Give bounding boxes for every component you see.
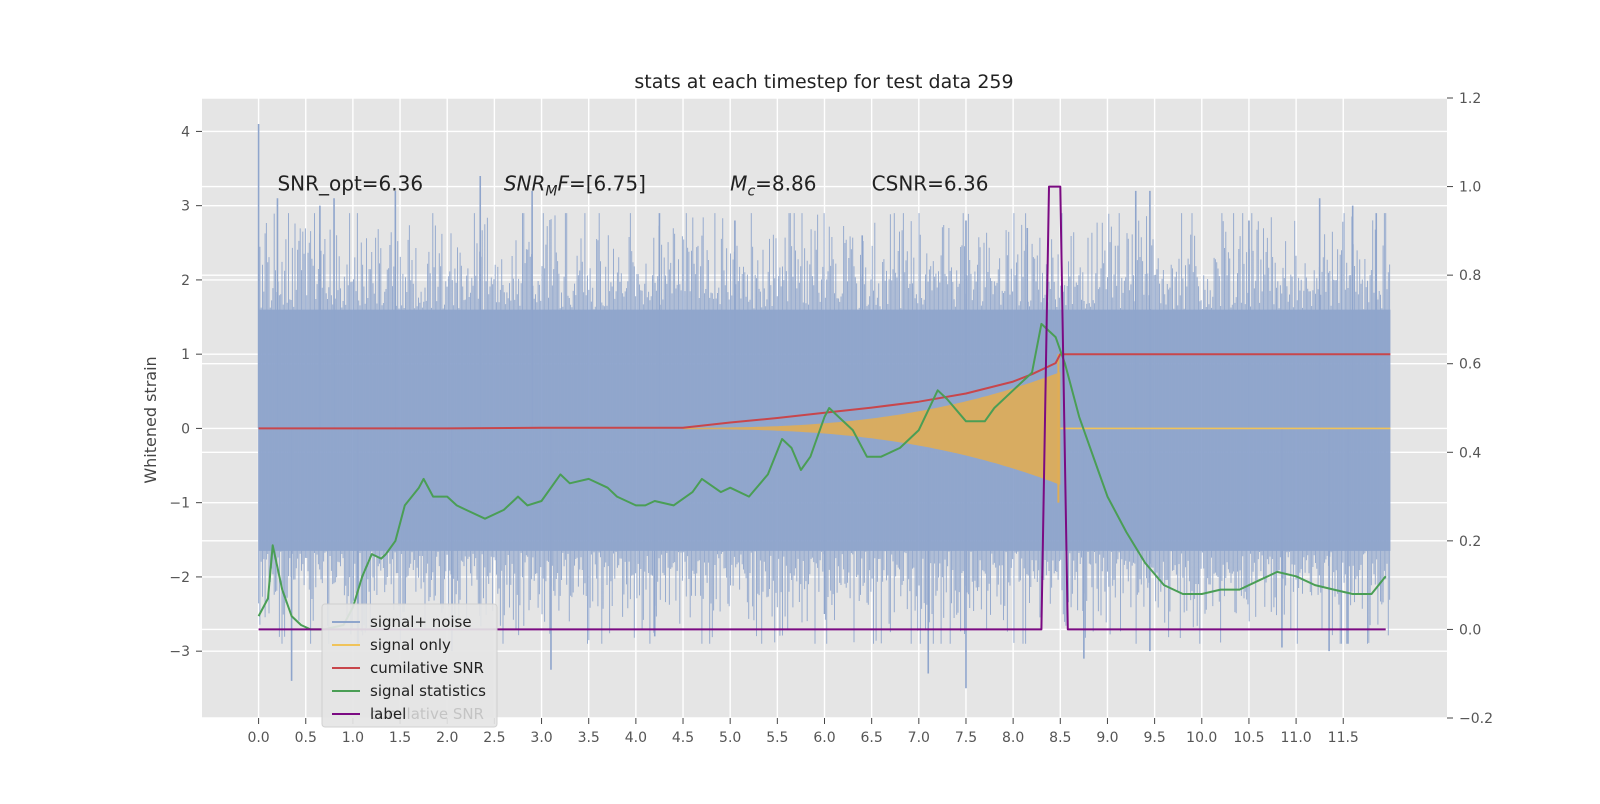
annotations: SNR_opt=6.36 SNRMF=[6.75] Mc=8.86 CSNR=6.36 [277,171,988,199]
legend-ghost-label: cumilative SNR [370,705,484,723]
x-tick-label: 2.5 [483,730,505,746]
legend-label: label [370,705,406,723]
y2-tick-label: −0.2 [1459,711,1493,727]
signal-only-series [683,354,1391,503]
x-tick-label: 6.5 [861,730,883,746]
y2-tick-label: 0.2 [1459,534,1481,550]
x-tick-label: 10.5 [1233,730,1264,746]
x-tick-label: 5.5 [766,730,788,746]
x-axis-ticks: 0.0 0.5 1.0 1.5 2.0 2.5 3.0 3.5 4.0 4.5 5.0 5.5 6.0 6… [247,718,1359,746]
x-tick-label: 7.0 [908,730,930,746]
annotation-snr-opt: SNR_opt=6.36 [277,171,423,195]
x-tick-label: 8.0 [1002,730,1024,746]
x-tick-label: 10.0 [1186,730,1217,746]
legend-label: cumilative SNR [370,659,484,677]
legend: cumilative SNR signal+ noise signal only cu… [321,603,498,728]
chart-title: stats at each timestep for test data 259 [634,71,1013,93]
x-tick-label: 4.5 [672,730,694,746]
y-tick-label: 0 [181,421,190,437]
y2-tick-label: 1.2 [1459,91,1481,107]
legend-label: signal+ noise [370,613,472,631]
line-series [257,185,1391,631]
y-tick-label: −2 [169,570,190,586]
x-tick-label: 2.0 [436,730,458,746]
y-tick-label: 1 [181,347,190,363]
x-tick-label: 11.5 [1328,730,1359,746]
legend-label: signal only [370,636,451,654]
x-tick-label: 5.0 [719,730,741,746]
series-label [258,185,1386,631]
legend-box [321,603,498,728]
series-cumilative-snr [258,353,1391,430]
x-tick-label: 9.0 [1096,730,1118,746]
y-axis-label: Whitened strain [141,356,160,483]
y-tick-label: 2 [181,273,190,289]
y2-tick-label: 0.6 [1459,357,1481,373]
x-tick-label: 1.0 [342,730,364,746]
y-tick-label: 4 [181,124,190,140]
x-tick-label: 1.5 [389,730,411,746]
x-tick-label: 9.5 [1143,730,1165,746]
x-tick-label: 8.5 [1049,730,1071,746]
y-axis-ticks: −3 −2 −1 0 1 2 3 4 [169,124,202,660]
x-tick-label: 0.5 [295,730,317,746]
x-tick-label: 0.0 [247,730,269,746]
series-signal-statistics [257,322,1387,631]
x-tick-label: 7.5 [955,730,977,746]
legend-label: signal statistics [370,682,486,700]
y2-tick-label: 0.8 [1459,268,1481,284]
x-tick-label: 6.0 [813,730,835,746]
annotation-csnr: CSNR=6.36 [872,171,989,195]
y2-tick-label: 0.4 [1459,445,1481,461]
x-tick-label: 11.0 [1281,730,1312,746]
y2-tick-label: 1.0 [1459,180,1481,196]
y2-tick-label: 0.0 [1459,622,1481,638]
x-tick-label: 3.5 [578,730,600,746]
chirp-envelope [683,372,1061,485]
annotation-snr-mf: SNRMF=[6.75] [504,171,646,199]
x-tick-label: 4.0 [625,730,647,746]
y-tick-label: 3 [181,199,190,215]
x-tick-label: 3.0 [530,730,552,746]
annotation-chirp-mass: Mc=8.86 [730,171,816,199]
y-tick-label: −1 [169,496,190,512]
right-axis-ticks: −0.2 0.0 0.2 0.4 0.6 0.8 1.0 1.2 [1447,91,1493,727]
y-tick-label: −3 [169,644,190,660]
